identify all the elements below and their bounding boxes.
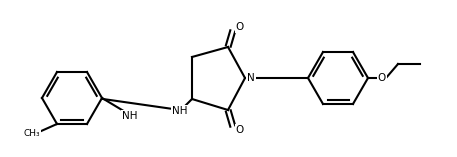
Text: NH: NH [172,106,188,116]
Text: O: O [236,22,244,32]
Text: O: O [236,125,244,135]
Text: O: O [378,73,386,83]
Text: CH₃: CH₃ [24,130,40,138]
Text: NH: NH [122,111,138,121]
Text: N: N [247,73,255,83]
